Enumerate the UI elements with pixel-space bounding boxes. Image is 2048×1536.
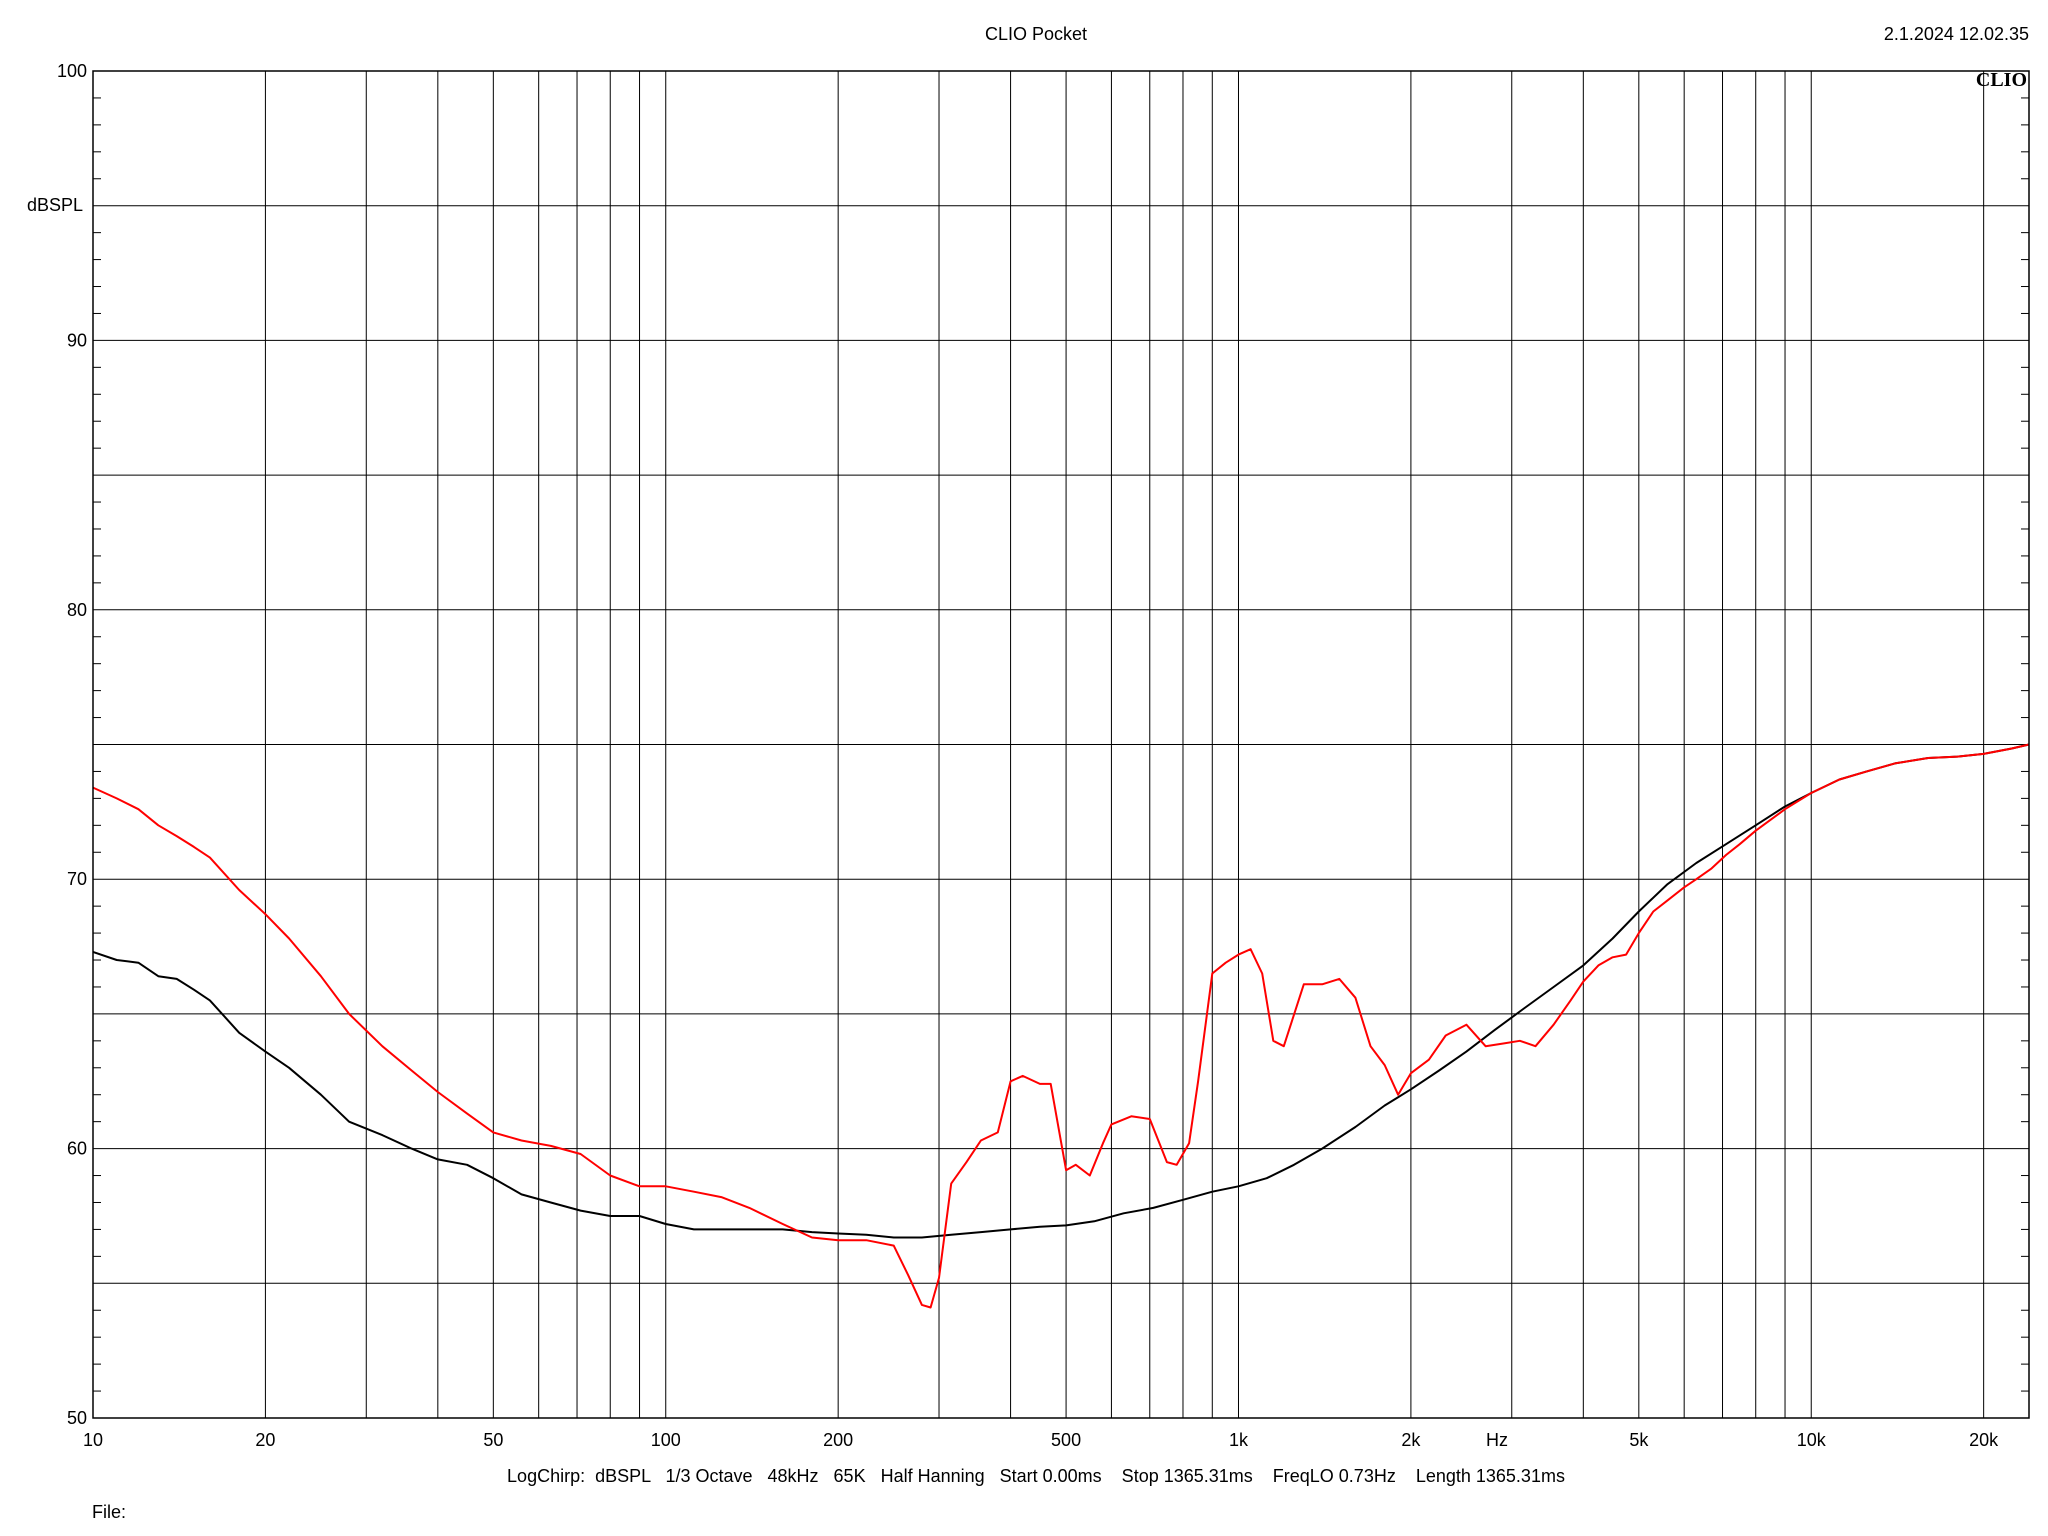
x-tick-label: 100	[651, 1430, 681, 1450]
y-axis-label: dBSPL	[27, 195, 83, 215]
series-line-red	[92, 743, 2030, 1309]
series-line-black	[92, 743, 2030, 1239]
clio-logo: CLIO	[1976, 69, 2027, 91]
y-tick-label: 70	[67, 869, 87, 889]
y-tick-labels: 50 60 70 80 90 100	[57, 61, 87, 1428]
timestamp: 2.1.2024 12.02.35	[1884, 24, 2029, 44]
x-axis-label: Hz	[1486, 1430, 1508, 1450]
minor-ticks	[93, 97, 2029, 1392]
chart-title: CLIO Pocket	[985, 24, 1087, 44]
y-tick-label: 60	[67, 1139, 87, 1159]
x-tick-labels: 10 20 50 100 200 500 1k 2k 5k 10k 20k	[83, 1430, 1999, 1450]
file-label: File:	[92, 1502, 126, 1522]
x-tick-label: 20	[255, 1430, 275, 1450]
x-tick-label: 1k	[1229, 1430, 1249, 1450]
x-tick-label: 10k	[1797, 1430, 1827, 1450]
plot-frame	[92, 70, 2030, 1419]
x-tick-label: 50	[483, 1430, 503, 1450]
grid	[93, 71, 2029, 1418]
x-tick-label: 10	[83, 1430, 103, 1450]
x-tick-label: 20k	[1969, 1430, 1999, 1450]
x-tick-label: 500	[1051, 1430, 1081, 1450]
y-tick-label: 50	[67, 1408, 87, 1428]
y-tick-label: 90	[67, 330, 87, 350]
x-tick-label: 5k	[1629, 1430, 1649, 1450]
x-tick-label: 2k	[1401, 1430, 1421, 1450]
y-tick-label: 100	[57, 61, 87, 81]
x-tick-label: 200	[823, 1430, 853, 1450]
plot-series	[92, 743, 2030, 1309]
y-tick-label: 80	[67, 600, 87, 620]
measurement-params: LogChirp: dBSPL 1/3 Octave 48kHz 65K Hal…	[507, 1466, 1565, 1486]
